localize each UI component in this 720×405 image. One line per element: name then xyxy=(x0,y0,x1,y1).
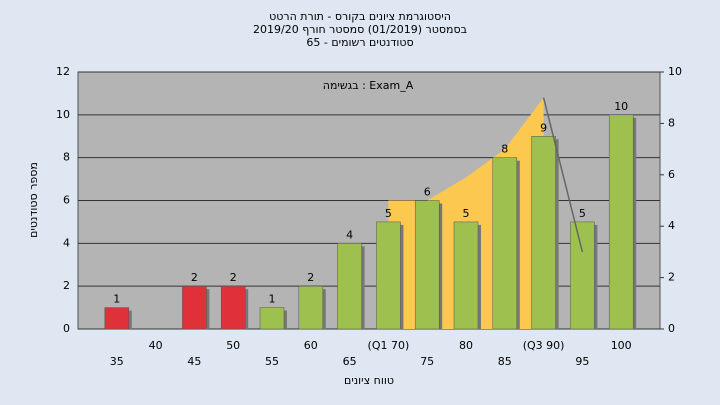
y2-tick-label: 2 xyxy=(668,271,675,284)
bar xyxy=(414,200,440,330)
bar xyxy=(337,243,362,330)
x-tick-label: 50 xyxy=(226,339,240,352)
chart-title: היסטוגרמת ציונים בקורס - תורת הרטט xyxy=(269,10,451,23)
y-tick-label: 10 xyxy=(56,108,70,121)
bar xyxy=(453,221,479,330)
value-label: 9 xyxy=(540,121,547,134)
x-tick-label: 40 xyxy=(149,339,163,352)
value-label: 5 xyxy=(463,207,470,220)
x-tick-label: 80 xyxy=(459,339,473,352)
y-tick-label: 2 xyxy=(63,279,70,292)
x-tick-label: 55 xyxy=(265,355,279,368)
value-label: 2 xyxy=(230,271,237,284)
x-tick-label: (Q3 90) xyxy=(523,339,565,352)
y2-tick-label: 10 xyxy=(668,65,682,78)
bar xyxy=(570,221,595,330)
annotation: בגשימה : Exam_A xyxy=(323,79,414,92)
value-label: 4 xyxy=(346,228,353,241)
x-tick-label: 65 xyxy=(343,355,357,368)
bar xyxy=(492,157,518,330)
y2-tick-label: 4 xyxy=(668,219,675,232)
trend-line xyxy=(542,97,584,253)
value-label: 10 xyxy=(614,100,628,113)
bar xyxy=(531,136,556,330)
x-tick-label: 100 xyxy=(611,339,632,352)
chart-subtitle: בסמסטר (01/2019) סמסטר חורף 2019/20 xyxy=(253,23,467,36)
x-axis-label: טווח ציונים xyxy=(344,374,394,387)
bar xyxy=(182,285,207,330)
x-tick-label: 75 xyxy=(420,355,434,368)
y-tick-label: 8 xyxy=(63,151,70,164)
value-label: 6 xyxy=(424,186,431,199)
y-tick-label: 12 xyxy=(56,65,70,78)
x-tick-label: (Q1 70) xyxy=(368,339,410,352)
x-tick-label: 60 xyxy=(304,339,318,352)
value-label: 2 xyxy=(307,271,314,284)
bar xyxy=(298,285,324,330)
value-label: 5 xyxy=(385,207,392,220)
value-label: 1 xyxy=(269,293,276,306)
y-tick-label: 0 xyxy=(63,322,70,335)
bar xyxy=(608,114,634,330)
y2-tick-label: 0 xyxy=(668,322,675,335)
value-label: 2 xyxy=(191,271,198,284)
y-tick-label: 4 xyxy=(63,236,70,249)
bar xyxy=(259,307,285,330)
value-label: 8 xyxy=(501,143,508,156)
x-tick-label: 85 xyxy=(498,355,512,368)
bar xyxy=(376,221,401,330)
x-tick-label: 95 xyxy=(575,355,589,368)
bar xyxy=(220,285,246,330)
chart-subtitle: 65 - סטודנטים רשומים xyxy=(306,36,413,49)
x-tick-label: 35 xyxy=(110,355,124,368)
y-tick-label: 6 xyxy=(63,194,70,207)
x-tick-label: 45 xyxy=(187,355,201,368)
value-label: 1 xyxy=(113,293,120,306)
value-label: 5 xyxy=(579,207,586,220)
y2-tick-label: 6 xyxy=(668,168,675,181)
y-axis-label: מספר סטודנטים xyxy=(27,162,40,238)
y2-tick-label: 8 xyxy=(668,116,675,129)
bar xyxy=(104,307,130,330)
